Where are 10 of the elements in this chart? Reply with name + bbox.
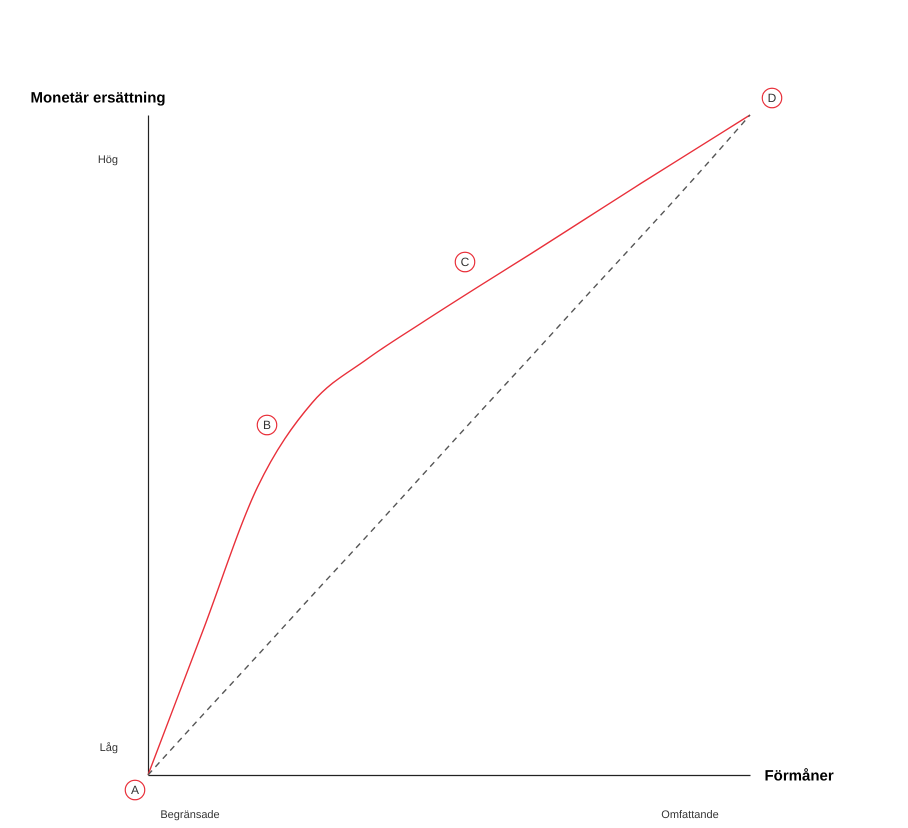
annotation: B <box>262 418 272 432</box>
x-axis-title: Förmåner <box>764 768 834 784</box>
text: Hög <box>98 154 118 166</box>
text: Låg <box>100 742 118 754</box>
y-axis-title: Monetär ersättning <box>30 90 166 106</box>
text: Omfattande <box>661 809 719 821</box>
text: A <box>130 783 140 797</box>
annotation: C <box>460 255 470 269</box>
text: D <box>768 91 777 105</box>
text: Begränsade <box>160 809 220 821</box>
